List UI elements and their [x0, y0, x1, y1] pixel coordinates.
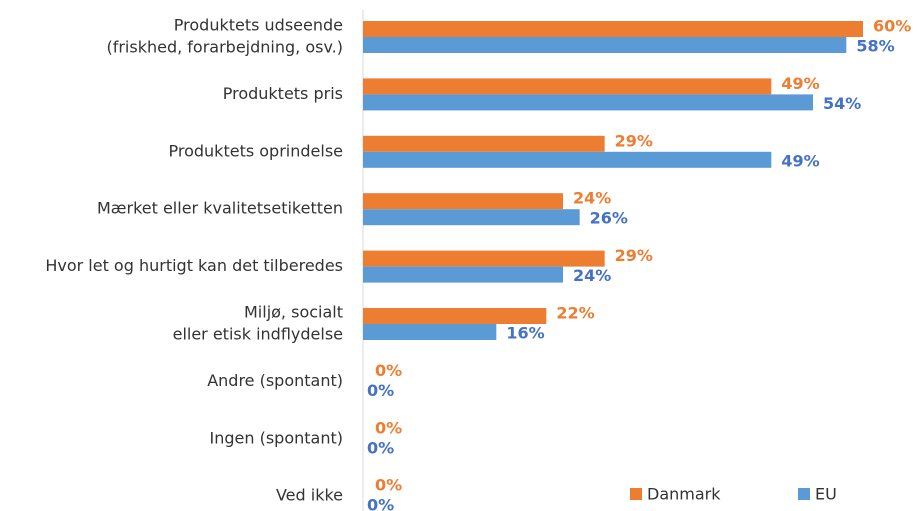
- value-label: 49%: [781, 74, 819, 93]
- bar: [363, 37, 847, 53]
- category-label: Produktets oprindelse: [169, 141, 344, 160]
- category-label: Produktets pris: [223, 84, 343, 103]
- value-label: 0%: [367, 381, 394, 400]
- value-label: 58%: [856, 37, 894, 56]
- value-label: 16%: [506, 324, 544, 343]
- category-label: Mærket eller kvalitetsetiketten: [97, 199, 343, 218]
- category-label: Hvor let og hurtigt kan det tilberedes: [45, 256, 343, 275]
- bar: [363, 151, 772, 168]
- value-label: 0%: [375, 418, 402, 437]
- category-label: (friskhed, forarbejdning, osv.): [106, 38, 343, 57]
- category-label: eller etisk indflydelse: [173, 325, 343, 344]
- bar: [363, 266, 563, 283]
- category-label: Produktets udseende: [174, 16, 343, 35]
- legend-swatch: [798, 488, 810, 500]
- category-label: Miljø, socialt: [244, 303, 343, 322]
- bar: [363, 21, 863, 37]
- bar: [363, 324, 497, 340]
- legend-swatch: [630, 488, 642, 500]
- value-label: 54%: [823, 94, 861, 113]
- value-label: 0%: [375, 476, 402, 495]
- bar: [363, 78, 772, 95]
- bar: [363, 250, 605, 267]
- category-label: Andre (spontant): [207, 371, 343, 390]
- bar: [363, 135, 605, 152]
- bar: [363, 308, 547, 324]
- legend-label: EU: [815, 485, 837, 504]
- value-label: 0%: [367, 438, 394, 457]
- value-label: 24%: [573, 189, 611, 208]
- bar: [363, 209, 580, 226]
- category-label: Ingen (spontant): [210, 428, 343, 447]
- value-label: 0%: [375, 361, 402, 380]
- value-label: 22%: [556, 304, 594, 323]
- category-label: Ved ikke: [276, 486, 343, 505]
- value-label: 49%: [781, 151, 819, 170]
- bar: [363, 94, 813, 111]
- value-label: 24%: [573, 266, 611, 285]
- bar: [363, 193, 563, 210]
- value-label: 29%: [615, 246, 653, 265]
- value-label: 0%: [367, 496, 394, 511]
- value-label: 29%: [615, 131, 653, 150]
- value-label: 26%: [590, 209, 628, 228]
- value-label: 60%: [873, 17, 911, 36]
- legend-label: Danmark: [647, 485, 721, 504]
